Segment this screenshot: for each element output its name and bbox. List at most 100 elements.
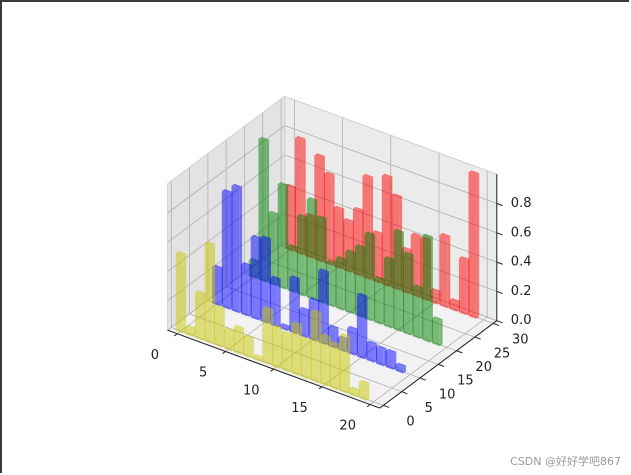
z-tick-label: 0.6 xyxy=(511,225,532,240)
y-tick-label: 10 xyxy=(439,387,456,402)
z-tick-label: 0.8 xyxy=(511,196,532,211)
bar-face-top xyxy=(422,233,433,239)
bar xyxy=(458,256,470,316)
bar-face-front xyxy=(243,336,251,359)
bar xyxy=(335,255,347,311)
bar xyxy=(204,241,216,345)
bar xyxy=(358,379,370,401)
bar-face-top xyxy=(458,256,470,262)
bar-face-top xyxy=(291,321,302,327)
bar-face-top xyxy=(306,197,318,202)
bar-face-front xyxy=(185,326,193,337)
bar xyxy=(339,333,351,394)
bar-face-top xyxy=(439,232,451,238)
bar-face-top xyxy=(185,324,196,330)
bar xyxy=(175,250,187,334)
bar-face-side xyxy=(430,236,433,343)
bar-face-front xyxy=(250,237,259,321)
y-tick xyxy=(456,350,463,354)
bar-face-top xyxy=(347,325,358,331)
bar-face-front xyxy=(175,253,184,334)
bar-face-front xyxy=(262,308,271,366)
grid-line-z xyxy=(167,125,497,214)
bar-face-top xyxy=(298,306,310,312)
bar-face-front xyxy=(339,335,348,394)
bar-face-top xyxy=(310,309,322,315)
bar-face-top xyxy=(366,340,378,346)
bar xyxy=(393,228,404,332)
z-tick xyxy=(496,290,503,295)
bar xyxy=(231,183,243,314)
bar-face-front xyxy=(458,258,467,316)
bar-face-top xyxy=(268,210,279,216)
bar-face-front xyxy=(204,243,213,345)
bar xyxy=(412,284,424,340)
bar-face-front xyxy=(385,351,394,370)
bar-face-front xyxy=(281,333,290,373)
bar xyxy=(356,292,368,360)
bar-face-front xyxy=(231,185,240,314)
bar-face-front xyxy=(194,292,203,341)
bar xyxy=(281,330,293,373)
bar-face-side xyxy=(447,235,451,309)
bar xyxy=(241,262,252,317)
bar-face-top xyxy=(314,153,325,159)
bar-face-side xyxy=(183,253,187,334)
bar-face-top xyxy=(316,215,327,221)
bar-face-top xyxy=(410,232,422,238)
bar-face-top xyxy=(260,235,271,241)
bar-face-front xyxy=(214,306,222,348)
bar-face-front xyxy=(297,216,305,297)
bar-face-front xyxy=(366,342,375,363)
bar xyxy=(291,321,302,376)
bar-face-top xyxy=(376,345,387,351)
y-tick-label: 30 xyxy=(512,333,529,348)
x-tick-label: 0 xyxy=(151,348,159,363)
bar-face-top xyxy=(194,290,206,296)
bar-face-front xyxy=(252,356,261,362)
bar-face-top xyxy=(175,250,187,256)
bar-face-top xyxy=(323,171,335,177)
bar-face-top xyxy=(329,341,341,347)
bar xyxy=(468,170,480,319)
bar-face-front xyxy=(277,184,286,290)
bar-face-top xyxy=(289,275,300,281)
bar-face-top xyxy=(335,255,347,261)
bar-face-side xyxy=(476,173,480,319)
bar-face-top xyxy=(308,297,320,303)
y-tick xyxy=(401,391,408,395)
z-tick xyxy=(496,320,503,324)
x-tick-label: 20 xyxy=(339,419,356,434)
bar-face-front xyxy=(431,318,440,347)
bar-face-top xyxy=(250,234,262,240)
bar-face-front xyxy=(291,323,299,376)
bar xyxy=(277,182,289,290)
bar-face-top xyxy=(223,327,235,333)
bar-face-front xyxy=(403,253,411,336)
x-tick-label: 5 xyxy=(199,366,207,381)
bar-face-front xyxy=(221,191,230,310)
bar-face-top xyxy=(231,183,243,189)
bar-face-top xyxy=(352,206,364,212)
bar-face-front xyxy=(310,311,319,384)
bar-face-top xyxy=(431,316,443,322)
bar xyxy=(403,251,414,336)
bar-face-front xyxy=(289,277,297,335)
bar-face-top xyxy=(272,324,283,330)
bar-face-front xyxy=(233,327,242,355)
bar-face-top xyxy=(343,218,354,223)
bar-face-top xyxy=(295,135,306,141)
bar-face-top xyxy=(320,333,331,339)
bar xyxy=(250,234,262,321)
bar-face-front xyxy=(306,199,315,301)
bar-face-top xyxy=(358,379,370,385)
y-tick-label: 20 xyxy=(475,360,492,375)
bar-face-front xyxy=(356,294,365,360)
bar xyxy=(310,309,322,384)
z-tick-label: 0.0 xyxy=(511,313,532,328)
bar-face-top xyxy=(297,213,308,219)
bar-face-top xyxy=(385,348,397,354)
bar-face-front xyxy=(260,237,269,324)
bar-face-front xyxy=(412,286,421,340)
